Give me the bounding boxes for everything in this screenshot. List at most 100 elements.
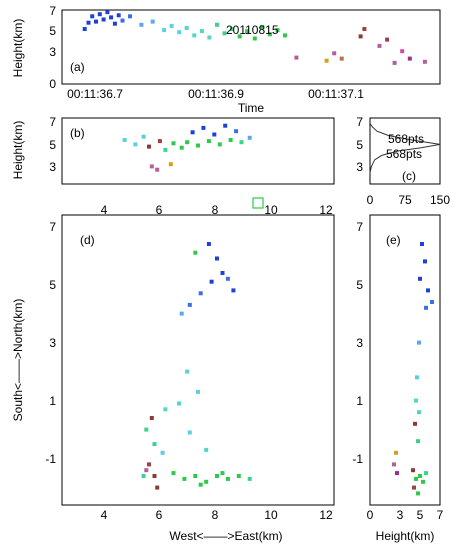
panel-d-x-tick: 10 [264, 508, 278, 522]
panel-d-frame [61, 214, 335, 506]
panel-a-point [90, 14, 95, 19]
panel-a-point [275, 28, 280, 33]
panel-d-point [206, 242, 211, 246]
panel-a: (a) 20110815 00:11:36.7 00:11:36.9 00:11… [11, 4, 441, 115]
panel-b-point [179, 145, 184, 150]
panel-e-point [416, 491, 420, 496]
panel-a-point [245, 29, 250, 34]
panel-d-point [215, 474, 219, 478]
panel-e-x-tick: 0 [367, 508, 374, 522]
panel-d-point [163, 407, 168, 412]
panel-e-point [424, 305, 428, 310]
panel-d-point [187, 430, 192, 435]
panel-d-point [160, 450, 165, 455]
panel-a-point [177, 30, 182, 35]
panel-a-point [116, 13, 121, 18]
panel-a-point [332, 51, 337, 56]
panel-b-point [223, 123, 228, 128]
panel-a-x-axis-label: Time [238, 101, 265, 115]
panel-a-point [184, 26, 189, 30]
panel-d-point [198, 482, 203, 487]
panel-e-point [411, 468, 415, 473]
panel-d-point [220, 271, 225, 275]
panel-b-x-tick: 12 [319, 203, 333, 217]
panel-b-y-tick: 5 [49, 138, 56, 152]
panel-a-point [128, 14, 132, 19]
panel-d-point [215, 256, 219, 261]
panel-d-point [204, 479, 209, 484]
panel-a-point [358, 34, 363, 39]
panel-b-point [190, 130, 195, 135]
panel-a-point [324, 58, 329, 63]
panel-c-x-tick: 0 [367, 193, 374, 207]
panel-a-point [392, 60, 397, 65]
panel-b-point [141, 134, 146, 139]
panel-b-point [212, 132, 217, 137]
panel-d-point [155, 485, 160, 490]
panel-a-y-tick: 3 [49, 45, 56, 59]
panel-a-point [169, 23, 174, 28]
panel-d-x-tick: 12 [319, 508, 333, 522]
panel-d-point [209, 279, 214, 284]
panel-d-x-tick: 8 [212, 508, 219, 522]
panel-e-point [415, 375, 419, 380]
panel-e-point [424, 471, 428, 476]
panel-d-point [147, 462, 151, 467]
panel-e-point [392, 462, 396, 467]
panel-c: 568pts 568pts (c) 0 75 150 3 5 7 [356, 115, 450, 207]
panel-d-point [193, 250, 198, 255]
panel-d-x-axis-label: West<——>East(km) [169, 529, 282, 543]
panel-a-point [267, 32, 272, 37]
panel-e-point [423, 259, 427, 264]
panel-d-point [225, 476, 230, 481]
panel-d-point [152, 442, 157, 447]
panel-b-point [185, 140, 190, 145]
panel-b-x-tick: 8 [212, 203, 219, 217]
panel-e-x-tick: 3 [397, 508, 404, 522]
panel-c-y-tick: 3 [356, 160, 363, 174]
panel-d-point [236, 474, 241, 478]
panel-e-point [394, 450, 398, 455]
panel-b-x-tick: 6 [156, 203, 163, 217]
panel-d-point [144, 427, 149, 432]
panel-b: (b) 4 6 8 10 12 3 5 7 Height(km) [11, 115, 335, 217]
green-square-marker-icon [252, 197, 264, 209]
panel-a-point [120, 18, 125, 23]
panel-c-x-tick: 75 [398, 193, 412, 207]
panel-a-point [237, 34, 242, 39]
panel-b-point [149, 164, 154, 169]
panel-d: (d) 4 6 8 10 12 -1 1 3 5 7 West<——>East(… [11, 214, 335, 543]
panel-d-point [231, 288, 236, 293]
panel-a-point [112, 21, 117, 26]
panel-b-x-tick: 4 [101, 203, 108, 217]
panel-b-point [157, 139, 162, 144]
panel-a-y-tick: 0 [49, 77, 56, 91]
panel-a-point [260, 24, 265, 29]
panel-c-faded-count: 568pts [388, 132, 424, 146]
panel-a-point [109, 15, 114, 20]
panel-a-point [222, 31, 227, 36]
panel-e: (e) 0 3 5 7 -1 1 3 5 7 Height(km) [352, 214, 444, 543]
panel-b-label: (b) [70, 126, 85, 140]
panel-a-point [139, 22, 144, 27]
panel-d-y-tick: -1 [45, 452, 56, 466]
panel-a-x-tick: 00:11:36.7 [67, 87, 123, 101]
panel-a-point [407, 56, 412, 61]
panel-d-y-tick: 7 [49, 220, 56, 234]
panel-d-point [193, 474, 198, 478]
panel-a-frame [61, 9, 441, 85]
panel-c-frame [369, 117, 441, 185]
panel-d-label: (d) [80, 233, 95, 247]
panel-a-point [192, 33, 197, 38]
panel-a-point [215, 22, 219, 27]
panel-d-point [185, 369, 190, 374]
panel-e-point [414, 398, 418, 403]
panel-d-point [144, 468, 149, 473]
panel-d-y-axis-label: South<——>North(km) [11, 299, 25, 422]
panel-e-x-axis-label: Height(km) [376, 529, 435, 543]
panel-d-point [187, 302, 192, 307]
panel-a-y-tick: 7 [49, 4, 56, 18]
panel-e-y-tick: 3 [356, 336, 363, 350]
panel-e-y-tick: -1 [352, 452, 363, 466]
panel-a-point [207, 35, 212, 40]
